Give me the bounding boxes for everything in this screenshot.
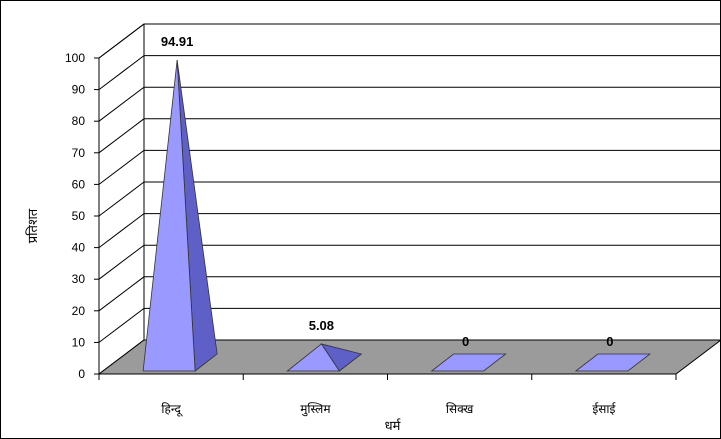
gridline bbox=[98, 86, 720, 122]
y-tick-label: 80 bbox=[72, 114, 86, 128]
pyramid-front-face bbox=[142, 60, 196, 372]
gridline bbox=[98, 307, 720, 343]
y-tick-label: 30 bbox=[72, 272, 86, 286]
y-tick-label: 40 bbox=[72, 241, 86, 255]
gridline bbox=[98, 149, 720, 185]
data-label: 5.08 bbox=[309, 318, 334, 333]
y-tick-label: 70 bbox=[72, 146, 86, 160]
y-tick-label: 60 bbox=[72, 177, 86, 191]
y-tick-label: 50 bbox=[72, 209, 86, 223]
x-category-label: हिन्दू bbox=[161, 402, 183, 417]
data-label: 0 bbox=[606, 334, 613, 349]
pyramid-flat-base bbox=[430, 353, 507, 372]
gridline bbox=[98, 244, 720, 280]
gridline bbox=[98, 276, 720, 312]
y-tick-label: 90 bbox=[72, 83, 86, 97]
x-axis-label: धर्म bbox=[385, 418, 402, 434]
x-category-label: सिक्ख bbox=[446, 402, 474, 416]
data-label: 0 bbox=[462, 334, 469, 349]
gridline bbox=[98, 23, 720, 59]
y-tick-label: 10 bbox=[72, 335, 86, 349]
gridline bbox=[98, 213, 720, 248]
x-axis-categories: हिन्दू मुस्लिम सिक्ख ईसाई bbox=[161, 402, 616, 417]
data-label: 94.91 bbox=[161, 34, 194, 49]
x-category-label: मुस्लिम bbox=[300, 402, 331, 417]
y-tick-label: 100 bbox=[65, 51, 85, 65]
x-category-label: ईसाई bbox=[592, 402, 616, 416]
y-axis-ticks: 0 10 20 30 40 50 60 70 80 90 100 bbox=[65, 51, 99, 381]
y-axis-label: प्रतिशत bbox=[25, 208, 41, 243]
y-tick-label: 0 bbox=[78, 367, 85, 381]
pyramid-front-face bbox=[286, 343, 341, 372]
data-labels: 94.91 5.08 0 0 bbox=[161, 34, 614, 349]
y-tick-label: 20 bbox=[72, 304, 86, 318]
gridline bbox=[98, 55, 720, 90]
pyramid-flat-base bbox=[574, 353, 652, 372]
chart-marks bbox=[142, 60, 652, 372]
gridline bbox=[98, 118, 720, 154]
chart-floor bbox=[97, 339, 720, 380]
gridlines bbox=[98, 23, 720, 375]
gridline bbox=[98, 181, 720, 217]
